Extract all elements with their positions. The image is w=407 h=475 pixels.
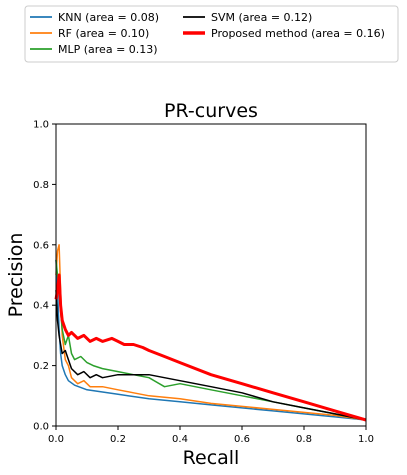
y-axis-title: Precision bbox=[5, 233, 27, 318]
series-line-0 bbox=[55, 259, 367, 421]
y-tick-label: 0.2 bbox=[33, 361, 49, 372]
x-tick-label: 0.8 bbox=[296, 434, 312, 445]
y-tick-label: 0.6 bbox=[33, 240, 49, 251]
x-tick-label: 1.0 bbox=[358, 434, 374, 445]
y-tick-label: 0.4 bbox=[33, 301, 49, 312]
legend-label-3: SVM (area = 0.12) bbox=[211, 11, 312, 24]
x-axis-title: Recall bbox=[183, 447, 240, 469]
x-tick-label: 0.4 bbox=[172, 434, 188, 445]
plot-area: 0.0 0.2 0.4 0.6 0.8 1.0 0.0 0.2 0.4 0.6 0.8 1.0 bbox=[33, 120, 374, 446]
y-tick-label: 0.0 bbox=[33, 422, 49, 433]
legend: KNN (area = 0.08) RF (area = 0.10) MLP (ar… bbox=[24, 5, 399, 63]
y-tick-label: 0.8 bbox=[33, 180, 49, 191]
x-tick-label: 0.2 bbox=[110, 434, 126, 445]
y-axis: 0.0 0.2 0.4 0.6 0.8 1.0 bbox=[33, 120, 56, 433]
series-line-3 bbox=[55, 290, 367, 421]
plot-frame bbox=[55, 123, 367, 427]
legend-frame bbox=[24, 5, 399, 63]
series-line-1 bbox=[55, 244, 367, 421]
legend-label-0: KNN (area = 0.08) bbox=[58, 11, 159, 24]
legend-label-2: MLP (area = 0.13) bbox=[58, 43, 158, 56]
y-tick-label: 1.0 bbox=[33, 120, 49, 131]
chart-title: PR-curves bbox=[164, 100, 258, 122]
x-tick-label: 0.0 bbox=[48, 434, 64, 445]
series-line-4 bbox=[54, 273, 367, 422]
x-tick-label: 0.6 bbox=[234, 434, 250, 445]
x-axis: 0.0 0.2 0.4 0.6 0.8 1.0 bbox=[48, 426, 374, 445]
legend-label-4: Proposed method (area = 0.16) bbox=[211, 27, 385, 40]
legend-label-1: RF (area = 0.10) bbox=[58, 27, 149, 40]
series-line-2 bbox=[55, 259, 367, 421]
